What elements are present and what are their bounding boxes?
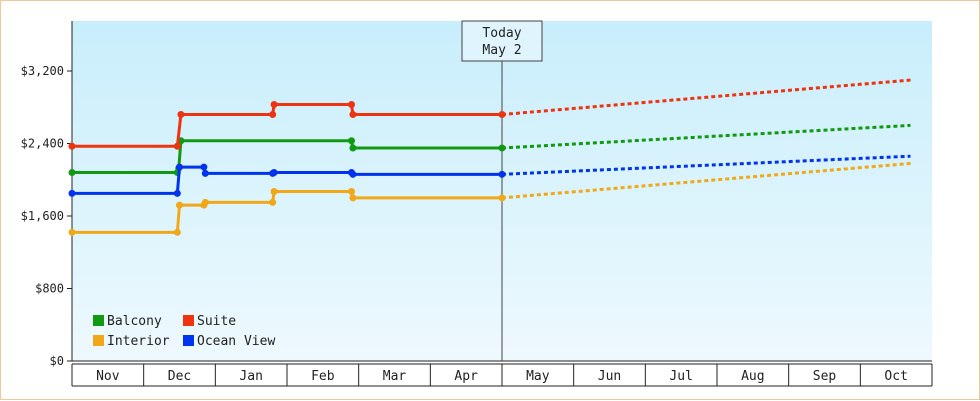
data-point-suite xyxy=(177,111,185,118)
data-point-ocean-view xyxy=(68,189,76,197)
x-tick-label: Aug xyxy=(741,369,764,384)
legend-label-ocean-view: Ocean View xyxy=(197,334,275,349)
data-point-interior xyxy=(349,194,357,202)
data-point-suite xyxy=(498,111,506,118)
data-point-balcony xyxy=(68,169,76,176)
legend-swatch-suite xyxy=(183,315,194,326)
data-point-interior xyxy=(270,188,278,196)
x-tick-label: Jun xyxy=(598,369,621,384)
data-point-ocean-view xyxy=(349,170,357,178)
data-point-ocean-view xyxy=(200,163,208,171)
data-point-interior xyxy=(176,201,183,209)
series-forecast-interior xyxy=(501,161,911,200)
data-point-interior xyxy=(173,228,181,236)
today-label: Today xyxy=(482,26,521,41)
data-point-suite xyxy=(349,111,357,118)
y-tick-label: $0 xyxy=(50,354,64,368)
data-point-interior xyxy=(201,198,209,206)
x-tick-label: May xyxy=(526,369,550,384)
x-tick-label: Nov xyxy=(96,369,120,384)
data-point-ocean-view xyxy=(270,169,278,176)
data-point-ocean-view xyxy=(176,163,183,171)
data-point-suite xyxy=(269,111,277,118)
data-point-interior xyxy=(269,198,277,206)
data-point-ocean-view xyxy=(498,170,506,178)
series-forecast-balcony xyxy=(501,123,911,150)
data-point-ocean-view xyxy=(201,169,209,177)
data-point-interior xyxy=(498,194,506,202)
legend-swatch-ocean-view xyxy=(183,335,194,346)
series-forecast-ocean-view xyxy=(501,154,911,176)
today-date: May 2 xyxy=(482,43,521,58)
y-tick-label: $1,600 xyxy=(21,209,64,223)
y-tick-label: $3,200 xyxy=(21,64,64,78)
data-point-interior xyxy=(68,228,76,236)
x-tick-label: Jul xyxy=(669,369,692,384)
x-axis: Nov Dec Jan Feb Mar Apr May Jun Jul Aug Sep Oct xyxy=(71,360,933,387)
series-lines xyxy=(68,78,911,236)
y-axis: $0 $800 $1,600 $2,400 $3,200 xyxy=(21,21,73,368)
y-tick-label: $2,400 xyxy=(21,137,64,151)
data-point-balcony xyxy=(349,144,357,152)
today-marker: Today May 2 xyxy=(461,20,543,361)
data-point-balcony xyxy=(498,144,506,152)
data-point-interior xyxy=(348,188,355,196)
x-tick-label: Jan xyxy=(239,369,262,384)
x-tick-label: Apr xyxy=(454,369,478,384)
legend-swatch-interior xyxy=(93,335,104,346)
y-tick-label: $800 xyxy=(35,282,64,296)
x-tick-label: Feb xyxy=(311,369,335,384)
legend-swatch-balcony xyxy=(93,315,104,326)
x-tick-label: Dec xyxy=(168,369,191,384)
legend-label-interior: Interior xyxy=(107,334,170,349)
legend-label-suite: Suite xyxy=(197,314,236,329)
data-point-suite xyxy=(270,101,278,109)
legend: Balcony Suite Interior Ocean View xyxy=(93,314,275,349)
x-tick-label: Sep xyxy=(813,369,837,384)
data-point-suite xyxy=(348,101,355,109)
x-tick-label: Oct xyxy=(884,369,907,384)
data-point-suite xyxy=(68,142,76,150)
x-tick-label: Mar xyxy=(383,369,407,384)
legend-label-balcony: Balcony xyxy=(107,314,162,329)
data-point-ocean-view xyxy=(173,189,181,197)
data-point-suite xyxy=(173,142,181,150)
data-point-balcony xyxy=(348,137,355,145)
series-forecast-suite xyxy=(501,78,911,116)
today-box xyxy=(461,20,543,62)
